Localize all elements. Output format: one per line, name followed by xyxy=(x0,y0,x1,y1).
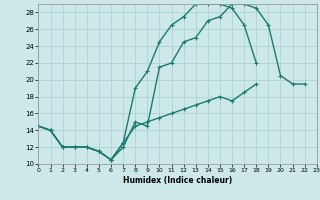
X-axis label: Humidex (Indice chaleur): Humidex (Indice chaleur) xyxy=(123,176,232,185)
